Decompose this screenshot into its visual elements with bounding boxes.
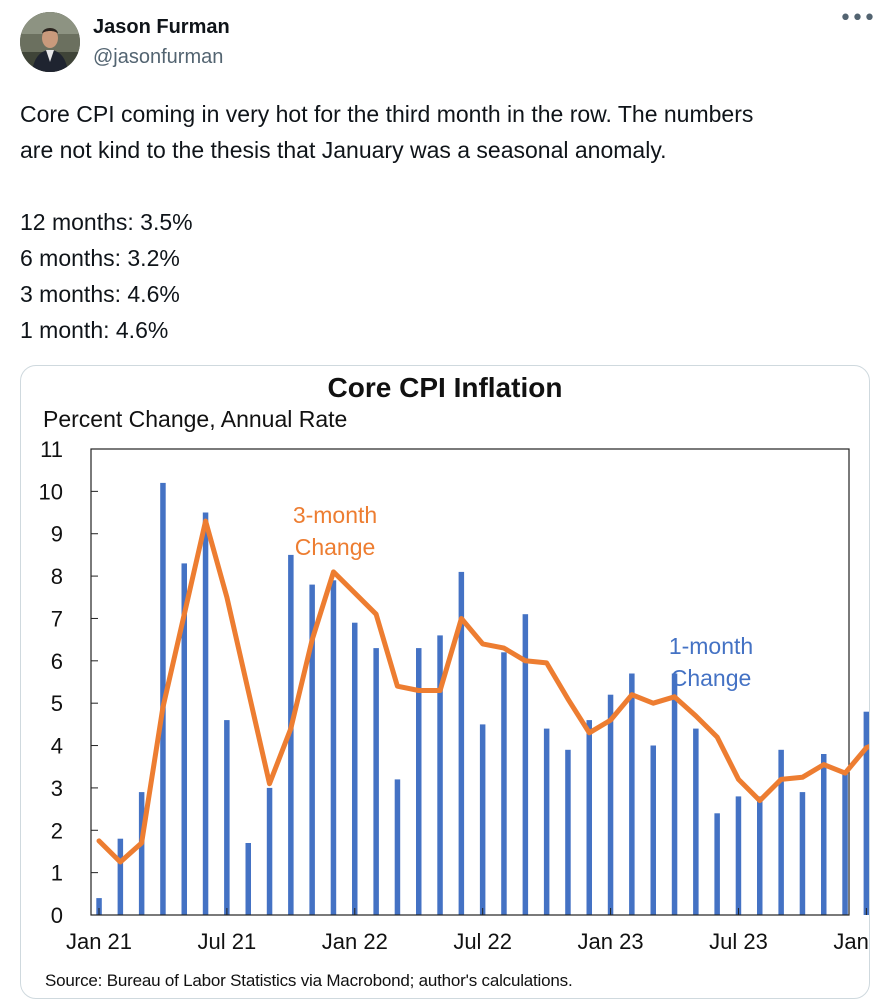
bar-sep-23	[778, 749, 784, 915]
bar-nov-23	[821, 754, 827, 915]
bar-dec-22	[586, 720, 592, 915]
y-tick-label: 8	[51, 564, 63, 589]
profile-photo	[20, 12, 80, 72]
tweet-text-line: are not kind to the thesis that January …	[20, 137, 667, 163]
y-axis: 0 1 2 3 4 5 6 7 8 9 10 11	[39, 437, 98, 928]
bar-aug-21	[245, 843, 251, 915]
y-tick-label: 9	[51, 522, 63, 547]
bar-sep-22	[522, 614, 529, 915]
y-tick-label: 10	[39, 479, 63, 504]
x-tick-label: Jul 23	[709, 929, 768, 954]
bar-may-23	[693, 728, 699, 915]
x-tick-label: Jan 21	[66, 929, 132, 954]
bar-jun-21	[202, 512, 209, 915]
y-tick-label: 3	[51, 776, 63, 801]
series-label-3-month-line2: Change	[295, 534, 376, 560]
tweet-text: Core CPI coming in very hot for the thir…	[20, 96, 865, 348]
y-tick-label: 7	[51, 606, 63, 631]
y-tick-label: 5	[51, 691, 63, 716]
bar-jun-23	[714, 813, 720, 915]
x-tick-label: Jul 22	[453, 929, 512, 954]
author-block: Jason Furman @jasonfurman	[93, 14, 230, 70]
series-label-3-month-line1: 3-month	[293, 502, 377, 528]
bar-nov-21	[309, 584, 315, 915]
x-axis: Jan 21 Jul 21 Jan 22 Jul 22 Jan 23 Jul 23 Jan …	[66, 908, 869, 954]
chart-source: Source: Bureau of Labor Statistics via M…	[45, 971, 572, 990]
avatar[interactable]	[20, 12, 80, 72]
chart-title: Core CPI Inflation	[328, 372, 563, 403]
tweet-text-line: Core CPI coming in very hot for the thir…	[20, 101, 754, 127]
bar-jan-24	[863, 711, 869, 915]
bar-dec-23	[842, 771, 848, 915]
bar-mar-21	[138, 792, 145, 915]
bar-dec-21	[330, 580, 337, 915]
bar-feb-23	[629, 673, 635, 915]
bar-may-22	[437, 635, 443, 915]
y-tick-label: 0	[51, 903, 63, 928]
x-tick-label: Jan 23	[578, 929, 644, 954]
series-label-1-month-line1: 1-month	[669, 633, 753, 659]
bar-jul-23	[735, 796, 742, 915]
x-tick-label: Jan 24	[833, 929, 869, 954]
plot-frame	[90, 448, 850, 916]
bar-aug-22	[501, 652, 507, 915]
tweet-media[interactable]: Core CPI Inflation Percent Change, Annua…	[20, 365, 870, 999]
y-tick-label: 1	[51, 861, 63, 886]
bar-mar-22	[394, 779, 401, 915]
bar-oct-23	[799, 792, 806, 915]
bar-jan-22	[352, 622, 358, 915]
tweet-text-line: 3 months: 4.6%	[20, 281, 180, 307]
bar-feb-21	[117, 838, 124, 915]
y-tick-label: 6	[51, 649, 63, 674]
author-handle[interactable]: @jasonfurman	[93, 46, 224, 68]
core-cpi-chart: Core CPI Inflation Percent Change, Annua…	[39, 372, 869, 990]
bar-oct-22	[543, 728, 550, 915]
x-tick-label: Jul 21	[198, 929, 257, 954]
tweet-text-line: 6 months: 3.2%	[20, 245, 180, 271]
bar-nov-22	[565, 749, 571, 915]
tweet-text-line: 1 month: 4.6%	[20, 317, 169, 343]
bar-mar-23	[650, 745, 656, 915]
tweet-text-line: 12 months: 3.5%	[20, 209, 193, 235]
bar-apr-22	[416, 648, 422, 915]
x-tick-label: Jan 22	[322, 929, 388, 954]
line-series	[96, 518, 869, 865]
chart-y-axis-label: Percent Change, Annual Rate	[43, 406, 347, 432]
y-tick-label: 4	[51, 734, 63, 759]
bar-jan-23	[607, 694, 614, 915]
bar-feb-22	[373, 648, 379, 915]
more-horizontal-icon[interactable]: •••	[839, 6, 876, 31]
series-label-1-month-line2: Change	[671, 665, 752, 691]
y-tick-label: 2	[51, 818, 63, 843]
bar-apr-23	[671, 673, 678, 915]
bar-jul-22	[479, 724, 486, 915]
author-name[interactable]: Jason Furman	[93, 16, 230, 38]
bar-sep-21	[266, 787, 273, 915]
bar-may-21	[181, 563, 187, 915]
y-tick-label: 11	[40, 437, 63, 462]
bar-jan-21	[96, 898, 102, 915]
bar-jul-21	[224, 720, 230, 915]
bar-aug-23	[757, 796, 763, 915]
bar-jun-22	[458, 571, 465, 915]
